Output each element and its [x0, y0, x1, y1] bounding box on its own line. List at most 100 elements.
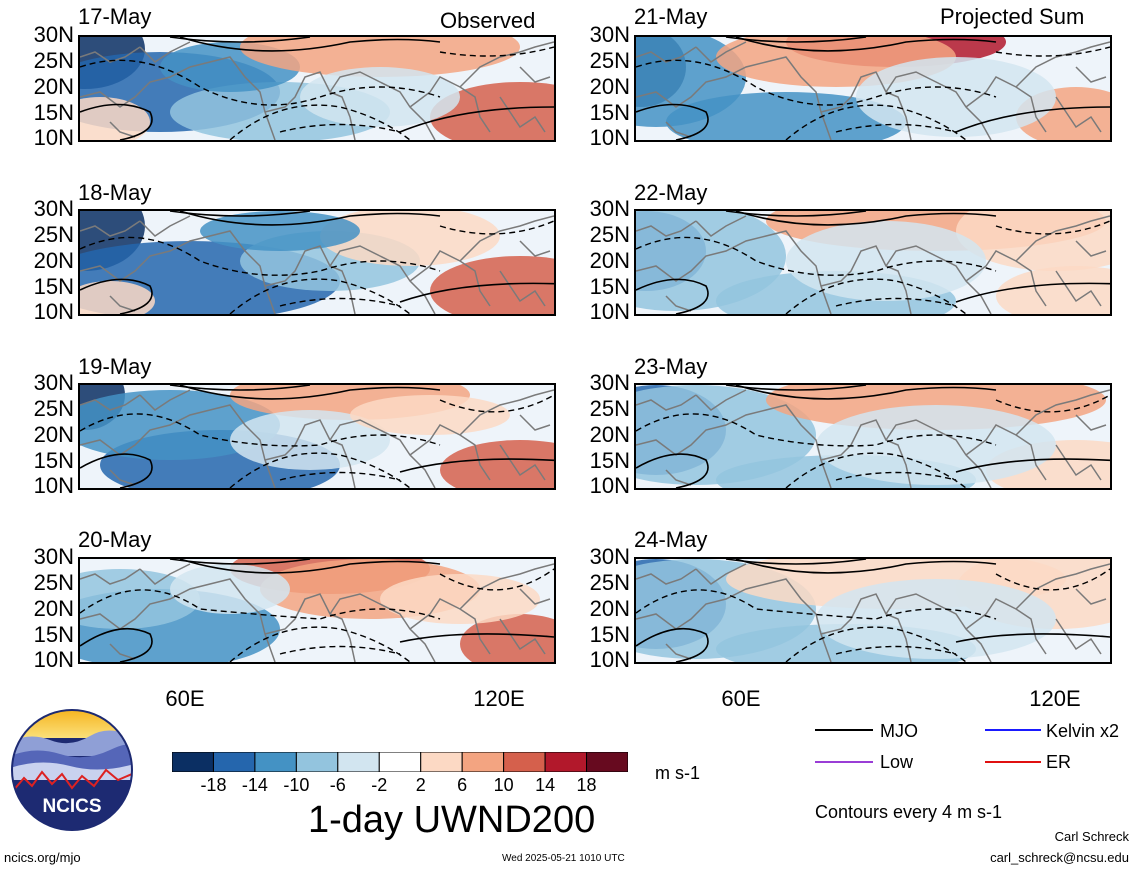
panel-date-label: 24-May: [634, 527, 708, 552]
mjo-contour-negative: [636, 59, 997, 106]
mjo-contour-positive: [179, 211, 441, 226]
latitude-tick-label: 30N: [33, 196, 74, 221]
latitude-tick-label: 10N: [33, 647, 74, 672]
projected-map-panel: [634, 383, 1112, 490]
mjo-contour-negative: [439, 220, 554, 235]
mjo-contour-negative: [995, 220, 1110, 235]
mjo-contour-negative: [439, 568, 554, 591]
wind-anomaly-shading: [380, 574, 540, 624]
map-plot: [80, 211, 554, 314]
colorbar-tick-label: 14: [535, 775, 556, 795]
mjo-contour-negative: [785, 452, 967, 488]
mjo-contour-positive: [636, 278, 709, 314]
colorbar-swatch: [461, 751, 505, 773]
mjo-contour-positive: [955, 633, 1110, 643]
colorbar-swatch: [586, 751, 629, 773]
panel-date-label: 17-May: [78, 4, 152, 29]
observed-map-panel: [78, 35, 556, 142]
colorbar-tick-label: -10: [283, 775, 310, 795]
map-plot: [636, 559, 1110, 662]
mjo-contour-positive: [955, 282, 1110, 303]
latitude-tick-label: 20N: [33, 248, 74, 273]
mjo-contour-negative: [995, 568, 1110, 591]
wind-anomaly-shading: [200, 211, 360, 251]
mjo-contour-positive: [399, 633, 554, 643]
latitude-tick-label: 15N: [589, 100, 630, 125]
logo-text: NCICS: [42, 796, 101, 817]
colorbar-tick-label: -2: [371, 775, 388, 795]
map-plot: [636, 385, 1110, 488]
latitude-tick-label: 25N: [33, 48, 74, 73]
mjo-contour-negative: [785, 278, 967, 314]
colorbar-swatch: [420, 751, 463, 773]
observed-map-panel: [78, 383, 556, 490]
wind-anomaly-shading: [240, 37, 520, 77]
footer-email[interactable]: carl_schreck@ncsu.edu: [990, 850, 1129, 865]
coastline: [636, 389, 1110, 488]
latitude-tick-label: 30N: [589, 370, 630, 395]
mjo-contour-positive: [399, 458, 554, 473]
mjo-contour-negative: [439, 46, 554, 57]
colorbar: [171, 751, 629, 773]
colorbar-swatch: [544, 751, 588, 773]
colorbar-swatch: [212, 751, 256, 773]
mjo-legend-swatch: [815, 720, 875, 740]
projected-map-panel: [634, 209, 1112, 316]
mjo-contour-negative: [636, 413, 997, 447]
colorbar-swatch: [378, 751, 422, 773]
latitude-tick-label: 15N: [33, 448, 74, 473]
wind-anomaly-shading: [816, 405, 1056, 485]
mjo-contour-positive: [636, 453, 709, 488]
latitude-tick-label: 30N: [33, 370, 74, 395]
coastline: [636, 563, 747, 585]
latitude-tick-label: 15N: [33, 100, 74, 125]
mjo-contour-negative: [785, 626, 967, 662]
kelvin-legend-swatch: [985, 720, 1043, 740]
mjo-contour-negative: [835, 123, 957, 133]
colorbar-tick-label: 2: [415, 775, 426, 795]
mjo-contour-positive: [80, 627, 153, 662]
mjo-contour-positive: [179, 559, 441, 574]
longitude-tick-label: 60E: [165, 686, 205, 711]
mjo-contour-negative: [80, 236, 441, 276]
low-legend-swatch: [815, 752, 875, 772]
wind-anomaly-shading: [320, 211, 500, 266]
coastline: [80, 389, 554, 488]
mjo-contour-negative: [229, 452, 411, 488]
latitude-tick-label: 10N: [33, 299, 74, 324]
mjo-contour-negative: [995, 394, 1110, 413]
footer-author: Carl Schreck: [1054, 829, 1129, 844]
wind-anomaly-shading: [80, 281, 155, 314]
wind-anomaly-shading: [816, 579, 1056, 659]
mjo-contour-negative: [636, 236, 997, 276]
mjo-contour-positive: [735, 37, 997, 52]
mjo-contour-negative: [835, 471, 957, 481]
coastline: [636, 215, 1110, 314]
figure-title: 1-day UWND200: [308, 799, 596, 841]
map-plot: [636, 37, 1110, 140]
latitude-tick-label: 10N: [589, 473, 630, 498]
coastline: [636, 41, 747, 63]
mjo-contour-negative: [279, 297, 401, 307]
mjo-contour-negative: [229, 104, 411, 140]
latitude-tick-label: 25N: [589, 222, 630, 247]
wind-anomaly-shading: [170, 564, 290, 614]
latitude-tick-label: 25N: [33, 222, 74, 247]
projected-map-panel: [634, 557, 1112, 664]
wind-anomaly-shading: [956, 211, 1110, 271]
mjo-contour-positive: [955, 458, 1110, 473]
mjo-contour-negative: [636, 589, 997, 620]
ncics-logo: NCICS: [10, 708, 134, 832]
wind-anomaly-shading: [996, 266, 1110, 314]
legend-label-low: Low: [880, 752, 914, 772]
coastline: [80, 563, 191, 585]
latitude-tick-label: 20N: [33, 74, 74, 99]
wind-anomaly-shading: [300, 67, 460, 127]
map-plot: [80, 37, 554, 140]
latitude-tick-label: 10N: [589, 125, 630, 150]
latitude-tick-label: 20N: [589, 596, 630, 621]
mjo-contour-positive: [179, 37, 441, 52]
latitude-tick-label: 20N: [33, 596, 74, 621]
mjo-contour-positive: [399, 106, 554, 133]
footer-url[interactable]: ncics.org/mjo: [4, 850, 81, 865]
